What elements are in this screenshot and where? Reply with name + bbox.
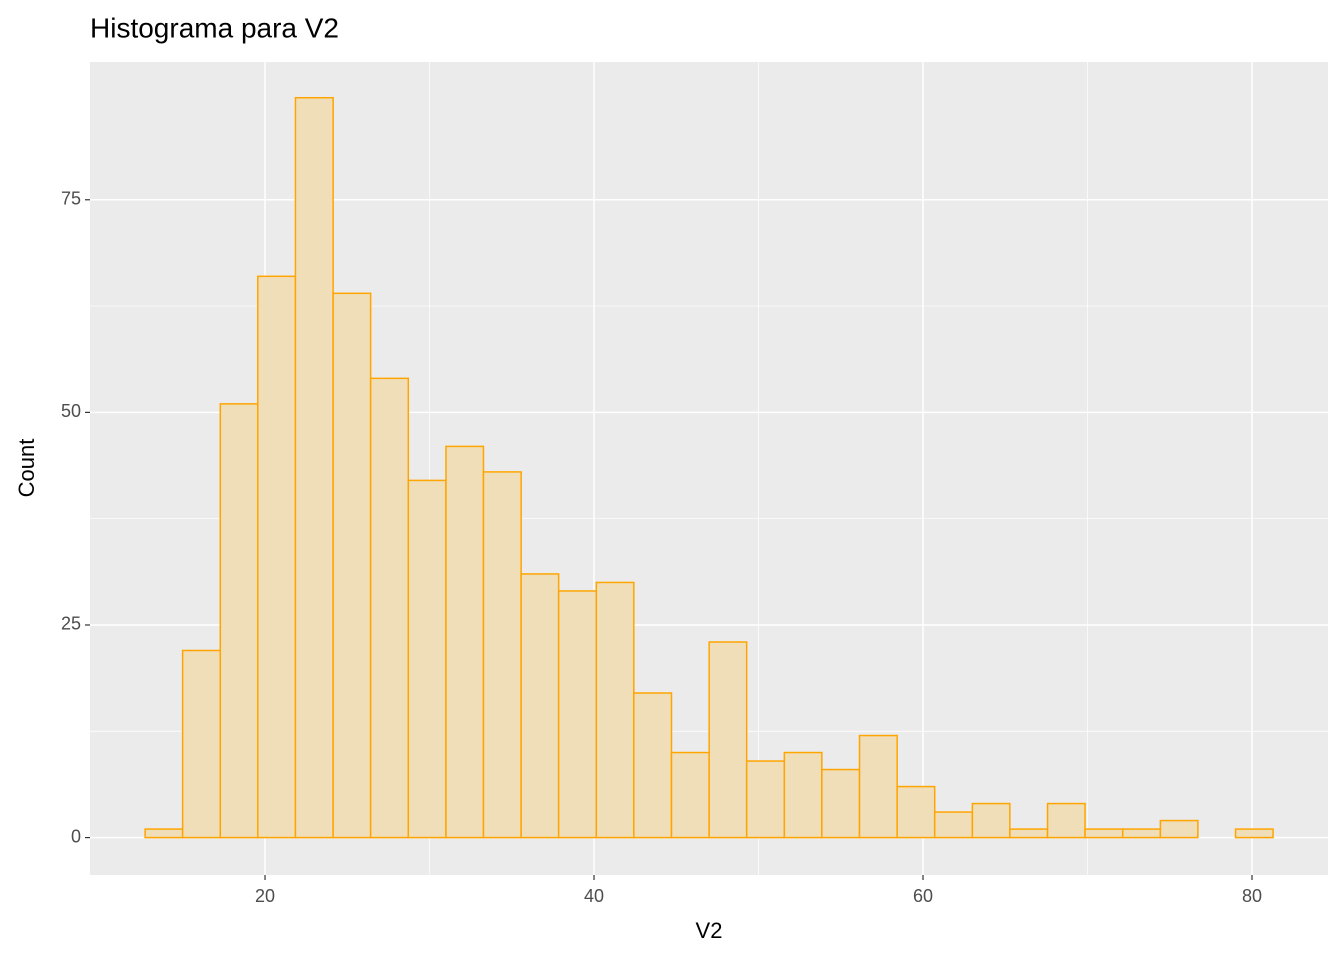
bar	[783, 751, 823, 839]
x-tick-label: 20	[255, 886, 275, 906]
bar	[1159, 819, 1199, 839]
bar	[896, 785, 936, 839]
bar	[971, 802, 1011, 839]
bar	[557, 590, 598, 839]
bar	[1084, 828, 1124, 839]
bar	[445, 445, 485, 839]
bar	[1121, 828, 1162, 839]
y-tick-label: 50	[61, 401, 81, 421]
bar	[858, 734, 898, 839]
bar	[219, 403, 259, 839]
bar	[821, 768, 861, 839]
bar	[144, 828, 184, 839]
bar	[294, 96, 334, 839]
y-tick-label: 75	[61, 189, 81, 209]
bar	[745, 760, 786, 839]
y-axis-title: Count	[14, 439, 39, 498]
bar	[1009, 828, 1049, 839]
y-tick-label: 25	[61, 614, 81, 634]
bar	[482, 471, 522, 839]
x-tick-label: 80	[1242, 886, 1262, 906]
bar	[933, 811, 974, 839]
bar	[1234, 828, 1274, 839]
bar	[332, 292, 372, 839]
bar	[181, 649, 222, 839]
bar	[369, 377, 410, 839]
x-tick-label: 40	[584, 886, 604, 906]
chart-title: Histograma para V2	[90, 12, 339, 43]
bar	[407, 479, 447, 839]
bar	[595, 581, 635, 839]
bar	[670, 751, 710, 839]
bar	[257, 275, 297, 839]
x-tick-label: 60	[913, 886, 933, 906]
bar	[633, 692, 673, 839]
bar	[520, 573, 560, 839]
bar	[1046, 802, 1086, 839]
y-tick-label: 0	[71, 826, 81, 846]
x-axis-title: V2	[696, 918, 723, 943]
bar	[708, 641, 748, 839]
